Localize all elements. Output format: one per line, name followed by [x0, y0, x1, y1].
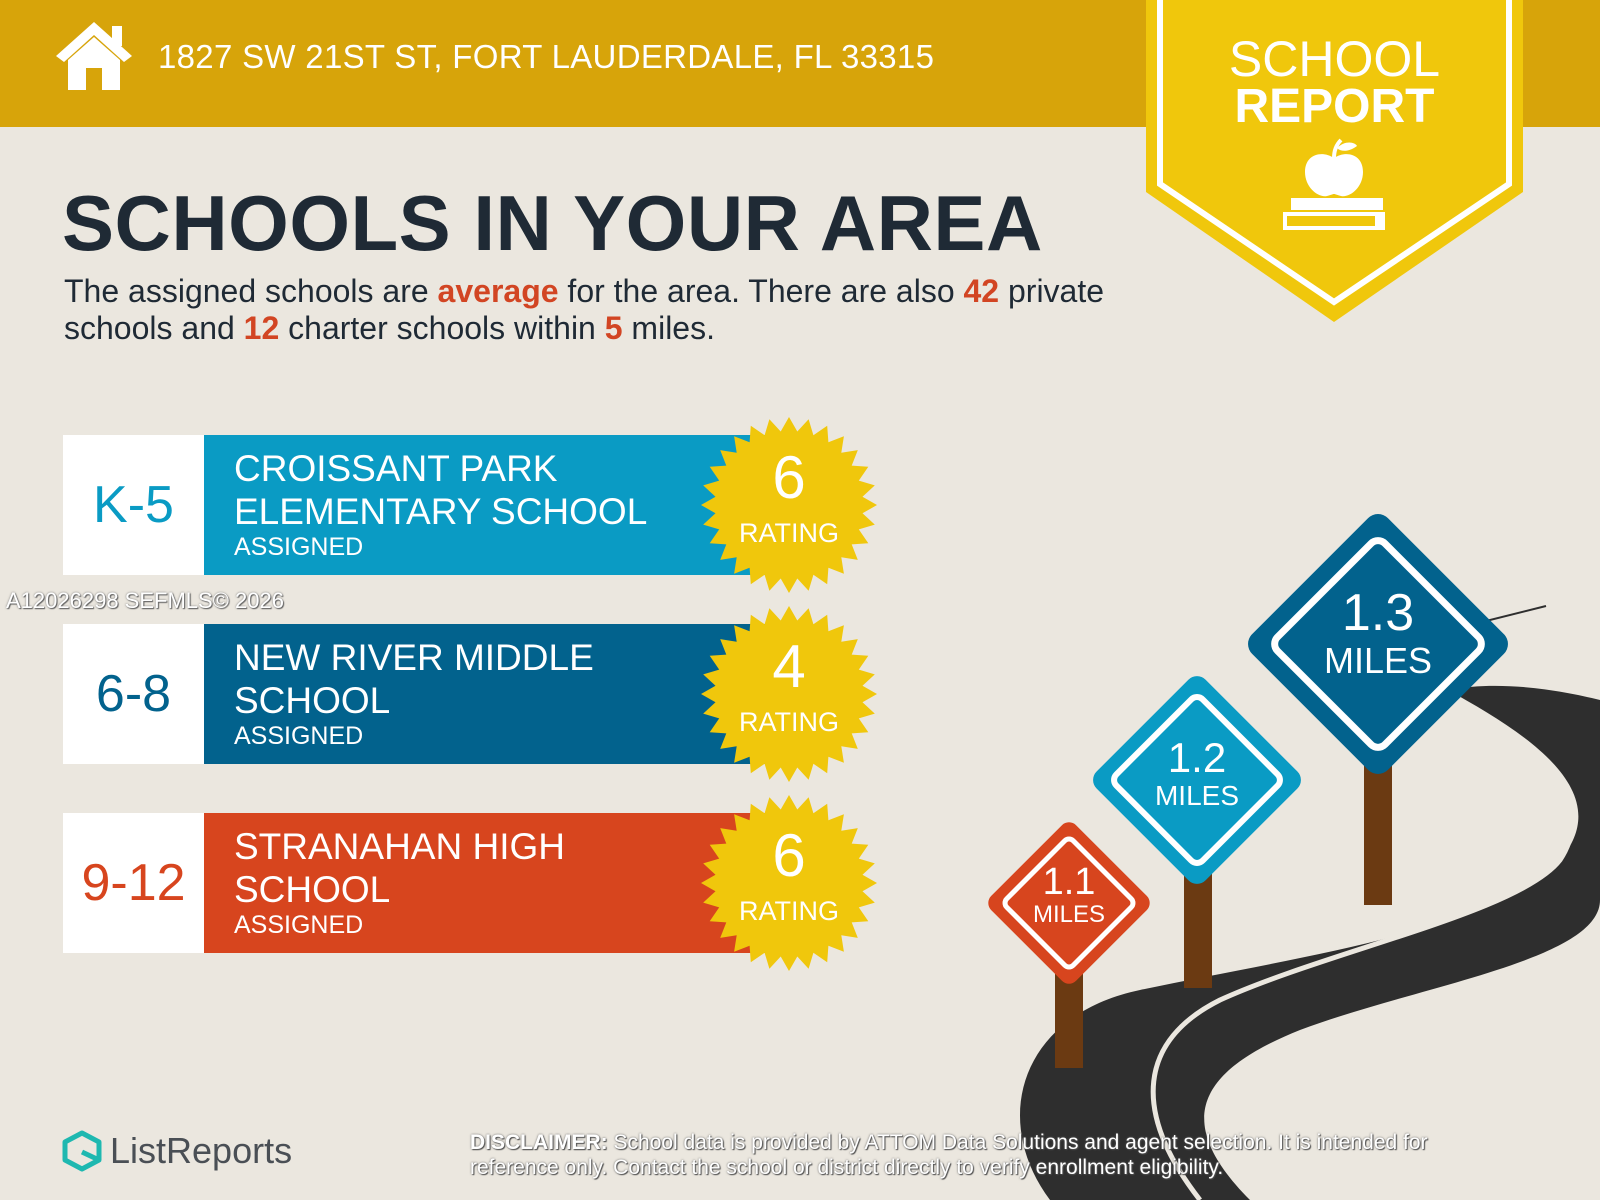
- school-name: STRANAHAN HIGH SCHOOL: [234, 826, 565, 910]
- disclaimer-text: School data is provided by ATTOM Data So…: [470, 1131, 1428, 1179]
- distance-unit: MILES: [1154, 780, 1240, 811]
- rating-label: RATING: [739, 896, 839, 926]
- distance-sign-3-label: 1.3 MILES: [1282, 585, 1474, 681]
- distance-value: 1.1: [1042, 861, 1096, 903]
- page-title: SCHOOLS IN YOUR AREA: [62, 179, 1043, 267]
- disclaimer: DISCLAIMER: School data is provided by A…: [470, 1130, 1520, 1180]
- distance-sign-2: [1093, 676, 1301, 884]
- apple-on-books-icon: [1283, 138, 1385, 230]
- school-status: ASSIGNED: [234, 722, 364, 750]
- distance-value: 1.3: [1341, 584, 1415, 642]
- charter-school-count: 12: [243, 310, 280, 346]
- summary-text: The assigned schools are average for the…: [64, 273, 1154, 347]
- summary-part: private schools and: [64, 273, 1105, 346]
- school-status: ASSIGNED: [234, 911, 364, 939]
- distance-sign-3: [1248, 514, 1508, 774]
- school-row-elementary[interactable]: K-5 CROISSANT PARK ELEMENTARY SCHOOL ASS…: [63, 417, 877, 593]
- badge-title-line2: REPORT: [1234, 80, 1435, 133]
- private-school-count: 42: [963, 273, 1000, 309]
- rating-label: RATING: [739, 518, 839, 548]
- distance-unit: MILES: [1032, 901, 1106, 928]
- school-row-high[interactable]: 9-12 STRANAHAN HIGH SCHOOL ASSIGNED 6 RA…: [63, 795, 877, 971]
- distance-sign-1: [988, 822, 1150, 984]
- distance-value: 1.2: [1167, 734, 1227, 781]
- school-name: NEW RIVER MIDDLE SCHOOL: [234, 637, 594, 721]
- listreports-logo: ListReports: [110, 1130, 293, 1171]
- grade-range-label: 6-8: [95, 665, 172, 723]
- school-rating: 6: [772, 444, 806, 511]
- sign-post: [1364, 760, 1392, 905]
- badge-title-line1: SCHOOL: [1228, 31, 1441, 87]
- search-radius: 5: [604, 310, 623, 346]
- grade-range-label: K-5: [93, 476, 174, 534]
- distance-sign-2-label: 1.2 MILES: [1120, 735, 1274, 811]
- rating-seal-icon: [701, 795, 877, 971]
- school-report-badge: SCHOOL REPORT: [1146, 0, 1523, 324]
- grade-range: 9-12: [63, 813, 204, 953]
- listreports-logo-icon: [62, 1130, 102, 1172]
- grade-range-label: 9-12: [81, 854, 186, 912]
- rating-label: RATING: [739, 707, 839, 737]
- school-name-bar: CROISSANT PARK ELEMENTARY SCHOOL ASSIGNE…: [204, 435, 784, 575]
- school-row-middle[interactable]: 6-8 NEW RIVER MIDDLE SCHOOL ASSIGNED 4 R…: [63, 606, 877, 782]
- property-address: 1827 SW 21ST ST, FORT LAUDERDALE, FL 333…: [158, 38, 935, 75]
- school-status: ASSIGNED: [234, 533, 364, 561]
- mls-watermark: A12026298 SEFMLS© 2026: [6, 588, 284, 613]
- grade-range: 6-8: [63, 624, 204, 764]
- school-rating: 4: [772, 633, 806, 700]
- summary-part: for the area. There are also: [558, 273, 964, 309]
- summary-part: The assigned schools are: [64, 273, 438, 309]
- school-name-bar: STRANAHAN HIGH SCHOOL ASSIGNED: [204, 813, 784, 953]
- school-name: CROISSANT PARK ELEMENTARY SCHOOL: [234, 448, 648, 532]
- distance-sign-1-label: 1.1 MILES: [1009, 862, 1129, 928]
- rating-seal-icon: [701, 606, 877, 782]
- summary-part: miles.: [622, 310, 715, 346]
- road: [1020, 685, 1600, 1200]
- road-lane-line: [1150, 709, 1575, 1200]
- sign-post: [1184, 870, 1212, 988]
- distance-unit: MILES: [1323, 640, 1433, 681]
- school-rating: 6: [772, 822, 806, 889]
- grade-range: K-5: [63, 435, 204, 575]
- house-icon: [56, 22, 132, 90]
- rating-seal-icon: [701, 417, 877, 593]
- school-name-bar: NEW RIVER MIDDLE SCHOOL ASSIGNED: [204, 624, 784, 764]
- summary-part: charter schools within: [279, 310, 605, 346]
- disclaimer-label: DISCLAIMER:: [470, 1131, 608, 1154]
- school-quality: average: [437, 273, 559, 309]
